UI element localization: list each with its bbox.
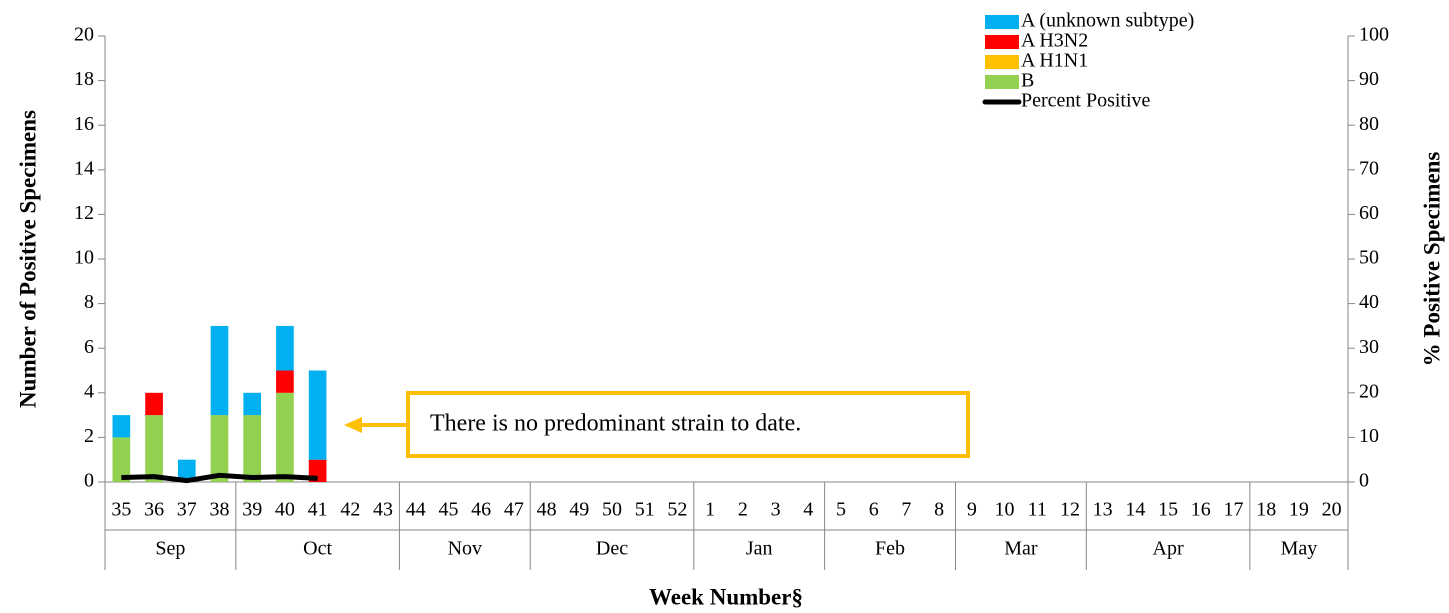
x-tick-label: 44 <box>406 499 426 521</box>
y-tick-label: 18 <box>74 68 94 90</box>
x-tick-label: 41 <box>308 499 328 521</box>
x-tick-label: 46 <box>471 499 491 521</box>
annotation: There is no predominant strain to date. <box>430 411 801 437</box>
month-label: Mar <box>1004 538 1038 560</box>
month-label: Jan <box>746 538 773 560</box>
y-tick-label: 4 <box>84 380 94 402</box>
legend-swatch <box>985 55 1019 69</box>
x-tick-label: 45 <box>438 499 458 521</box>
month-label: Sep <box>155 538 185 560</box>
month-label: Dec <box>596 538 628 560</box>
y2-tick-label: 80 <box>1359 113 1379 135</box>
bar-segment <box>112 415 131 438</box>
x-tick-label: 6 <box>869 499 879 521</box>
month-label: Nov <box>448 538 482 560</box>
bar-segment <box>145 392 163 416</box>
x-tick-label: 10 <box>995 499 1015 521</box>
y-tick-label: 0 <box>84 470 94 492</box>
x-tick-label: 14 <box>1125 499 1145 521</box>
legend-label: A (unknown subtype) <box>1021 10 1194 32</box>
x-tick-label: 16 <box>1191 499 1211 521</box>
annotation-box <box>406 391 970 458</box>
x-tick-label: 8 <box>934 499 944 521</box>
x-tick-label: 47 <box>504 499 524 521</box>
bar-segment <box>210 325 229 416</box>
bar-segment <box>276 392 294 482</box>
month-label: Feb <box>875 538 905 560</box>
y2-tick-label: 90 <box>1359 68 1379 90</box>
bar-segment <box>243 392 262 416</box>
x-tick-label: 49 <box>569 499 589 521</box>
x-tick-label: 42 <box>340 499 360 521</box>
y-tick-label: 12 <box>74 202 94 224</box>
x-tick-label: 35 <box>111 499 131 521</box>
x-tick-label: 43 <box>373 499 393 521</box>
bar-segment <box>276 325 294 371</box>
y2-tick-label: 30 <box>1359 336 1379 358</box>
x-tick-label: 1 <box>705 499 715 521</box>
x-tick-label: 11 <box>1028 499 1047 521</box>
x-tick-label: 19 <box>1289 499 1309 521</box>
x-tick-label: 18 <box>1256 499 1276 521</box>
x-tick-label: 3 <box>771 499 781 521</box>
bar-segment <box>243 415 262 482</box>
bar-segment <box>177 459 196 482</box>
month-label: Apr <box>1153 538 1184 560</box>
y2-axis-title: % Positive Specimens <box>1419 152 1444 367</box>
legend-swatch <box>985 35 1019 49</box>
x-tick-label: 13 <box>1093 499 1113 521</box>
x-tick-label: 52 <box>667 499 687 521</box>
x-tick-label: 2 <box>738 499 748 521</box>
y2-tick-label: 60 <box>1359 202 1379 224</box>
x-tick-label: 39 <box>242 499 262 521</box>
x-tick-label: 50 <box>602 499 622 521</box>
y-tick-label: 10 <box>74 247 94 269</box>
x-tick-label: 40 <box>275 499 295 521</box>
x-tick-label: 12 <box>1060 499 1080 521</box>
x-tick-label: 7 <box>901 499 911 521</box>
legend-swatch <box>985 15 1019 29</box>
y2-tick-label: 50 <box>1359 247 1379 269</box>
y2-tick-label: 20 <box>1359 380 1379 402</box>
x-tick-label: 9 <box>967 499 977 521</box>
legend-label: B <box>1021 70 1034 92</box>
legend-swatch <box>985 75 1019 89</box>
y-tick-label: 6 <box>84 336 94 358</box>
legend-label: Percent Positive <box>1021 90 1151 112</box>
annotation-arrowhead <box>344 417 362 433</box>
y2-tick-label: 70 <box>1359 157 1379 179</box>
y2-tick-label: 10 <box>1359 425 1379 447</box>
month-label: May <box>1281 538 1318 560</box>
y2-tick-label: 0 <box>1359 470 1369 492</box>
legend-label: A H3N2 <box>1021 30 1088 52</box>
x-tick-label: 51 <box>635 499 655 521</box>
percent-line <box>121 472 318 484</box>
x-tick-label: 36 <box>144 499 164 521</box>
bar-segment <box>112 437 131 482</box>
bar-segment <box>145 415 163 482</box>
y-tick-label: 8 <box>84 291 94 313</box>
x-tick-label: 38 <box>209 499 229 521</box>
y2-tick-label: 40 <box>1359 291 1379 313</box>
x-tick-label: 37 <box>177 499 197 521</box>
y-tick-label: 14 <box>74 157 94 179</box>
x-tick-label: 17 <box>1224 499 1244 521</box>
y-tick-label: 20 <box>74 24 94 46</box>
month-label: Oct <box>303 538 332 560</box>
bar-segment <box>308 370 327 460</box>
y-tick-label: 2 <box>84 425 94 447</box>
y2-tick-label: 100 <box>1359 24 1389 46</box>
x-tick-label: 20 <box>1322 499 1342 521</box>
bar-segment <box>276 370 294 393</box>
legend-label: A H1N1 <box>1021 50 1088 72</box>
x-axis-title: Week Number§ <box>649 584 803 609</box>
x-tick-label: 15 <box>1158 499 1178 521</box>
y-axis-title: Number of Positive Specimens <box>15 110 40 408</box>
x-tick-label: 4 <box>803 499 813 521</box>
y-tick-label: 16 <box>74 113 94 135</box>
x-tick-label: 48 <box>537 499 557 521</box>
bar-segment <box>210 415 229 482</box>
x-tick-label: 5 <box>836 499 846 521</box>
